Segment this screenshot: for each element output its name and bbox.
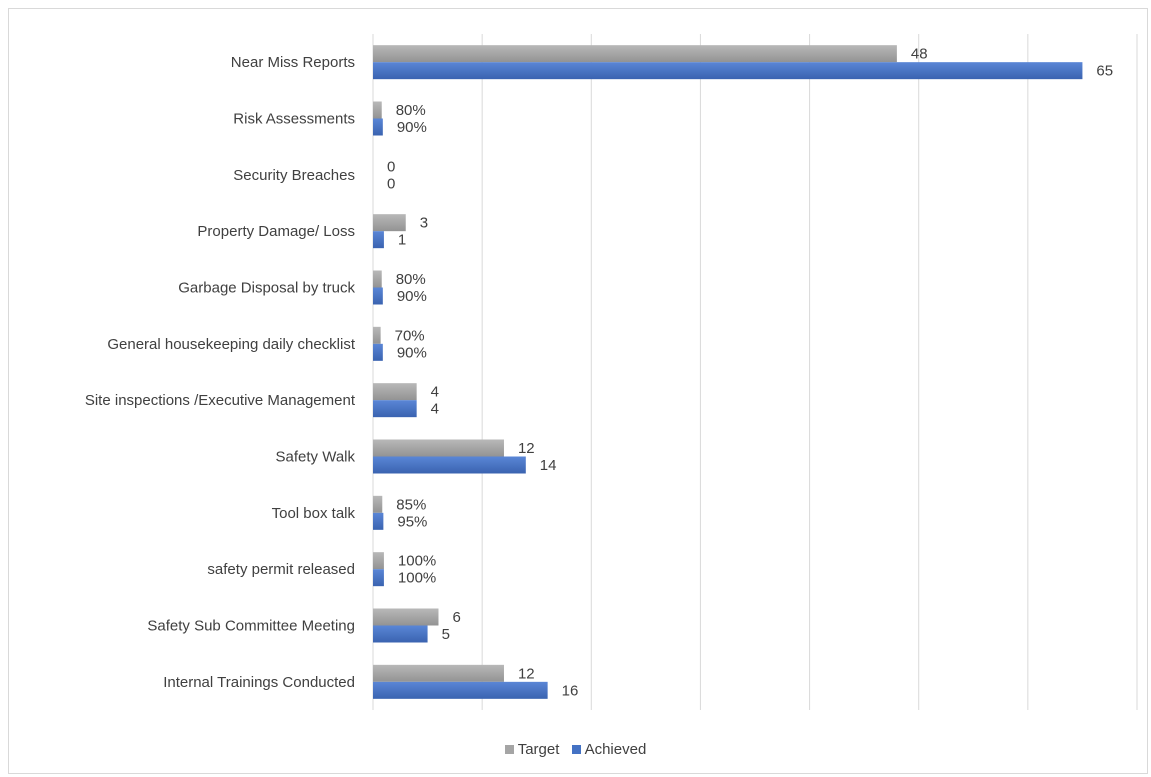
value-label-achieved: 14 [540, 457, 557, 474]
value-label-achieved: 100% [398, 570, 436, 587]
bar-target [373, 664, 504, 682]
bar-target [373, 383, 417, 401]
value-label-target: 3 [420, 215, 428, 232]
bar-target [373, 270, 382, 288]
value-label-achieved: 65 [1096, 63, 1113, 80]
bar-target [373, 214, 406, 232]
value-label-achieved: 5 [442, 626, 450, 643]
category-label: Tool box talk [272, 505, 356, 522]
category-label: Garbage Disposal by truck [178, 280, 355, 297]
bar-target [373, 552, 384, 570]
value-label-achieved: 90% [397, 119, 427, 136]
category-label: Risk Assessments [233, 111, 355, 128]
value-label-target: 80% [396, 102, 426, 119]
value-label-achieved: 90% [397, 288, 427, 305]
category-label: Security Breaches [233, 167, 355, 184]
value-labels: 486580%90%003180%90%70%90%44121485%95%10… [387, 46, 1113, 700]
legend-label-achieved: Achieved [584, 741, 647, 758]
value-label-achieved: 4 [431, 401, 439, 418]
value-label-target: 6 [452, 609, 460, 626]
bar-achieved [373, 287, 383, 305]
legend: Target Achieved [0, 741, 1151, 758]
value-label-target: 12 [518, 440, 535, 457]
legend-label-target: Target [517, 741, 560, 758]
category-label: Site inspections /Executive Management [85, 392, 356, 409]
chart-frame [8, 8, 1148, 774]
value-label-achieved: 0 [387, 175, 395, 192]
bars [373, 45, 1083, 699]
value-label-target: 4 [431, 384, 439, 401]
category-label: General housekeeping daily checklist [107, 336, 355, 353]
value-label-achieved: 90% [397, 344, 427, 361]
legend-swatch-target [504, 745, 514, 754]
category-label: Safety Walk [276, 449, 356, 466]
bar-achieved [373, 343, 383, 361]
bar-target [373, 495, 383, 513]
value-label-target: 48 [911, 46, 928, 63]
bar-achieved [373, 625, 428, 643]
bar-target [373, 45, 897, 63]
bar-target [373, 101, 382, 119]
value-label-target: 85% [396, 496, 426, 513]
bar-target [373, 326, 381, 344]
value-label-achieved: 95% [397, 513, 427, 530]
category-label: safety permit released [207, 561, 355, 578]
bar-achieved [373, 400, 417, 418]
legend-item-achieved: Achieved [571, 741, 647, 758]
legend-swatch-achieved [571, 745, 581, 754]
bar-achieved [373, 681, 548, 699]
bar-achieved [373, 456, 526, 474]
value-label-achieved: 16 [562, 682, 579, 699]
category-label: Property Damage/ Loss [197, 223, 355, 240]
bar-achieved [373, 62, 1083, 80]
value-label-target: 80% [396, 271, 426, 288]
category-label: Internal Trainings Conducted [163, 674, 355, 691]
bar-target [373, 608, 439, 626]
bar-achieved [373, 231, 384, 249]
value-label-target: 0 [387, 158, 395, 175]
legend-item-target: Target [504, 741, 560, 758]
bar-achieved [373, 569, 384, 587]
gridlines [372, 34, 1138, 710]
value-label-target: 70% [395, 327, 425, 344]
bar-achieved [373, 512, 384, 530]
value-label-target: 100% [398, 553, 436, 570]
category-label: Near Miss Reports [231, 54, 355, 71]
bar-achieved [373, 118, 383, 136]
value-label-achieved: 1 [398, 232, 406, 249]
bar-target [373, 439, 504, 457]
category-labels: Near Miss Reports Risk Assessments Securit… [85, 54, 356, 691]
category-label: Safety Sub Committee Meeting [147, 618, 355, 635]
value-label-target: 12 [518, 665, 535, 682]
